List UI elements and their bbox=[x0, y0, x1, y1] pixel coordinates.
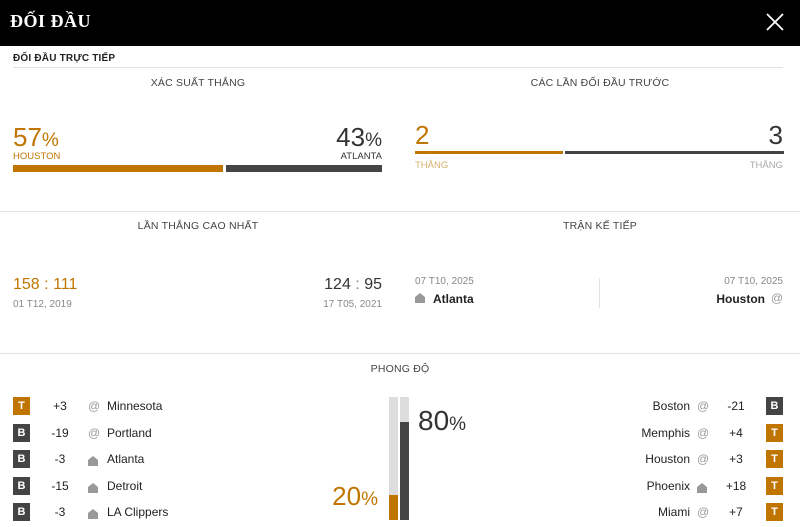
point-diff: -3 bbox=[54, 452, 66, 466]
top-bar: ĐỐI ĐẦU bbox=[0, 0, 800, 46]
away-form-bar bbox=[400, 422, 409, 520]
next-game-left-date: 07 T10, 2025 bbox=[415, 276, 474, 287]
next-game-right-team[interactable]: Houston bbox=[716, 292, 765, 306]
result-badge: B bbox=[766, 397, 783, 415]
home-biggest-win-date: 01 T12, 2019 bbox=[13, 299, 72, 310]
away-win-prob: 43% bbox=[336, 122, 382, 152]
home-icon bbox=[88, 509, 98, 519]
form-team[interactable]: Phoenix bbox=[646, 478, 690, 493]
away-biggest-win-date: 17 T05, 2021 bbox=[323, 299, 382, 310]
point-diff: +3 bbox=[53, 399, 67, 413]
point-diff: -21 bbox=[727, 399, 745, 413]
form-team[interactable]: Detroit bbox=[107, 478, 143, 493]
form-heading: PHONG ĐỘ bbox=[370, 363, 430, 375]
close-icon[interactable] bbox=[764, 11, 786, 33]
point-diff: +7 bbox=[729, 505, 743, 519]
result-badge: T bbox=[766, 503, 783, 521]
result-badge: T bbox=[766, 476, 783, 495]
divider bbox=[0, 211, 800, 212]
home-previous-wins: 2 bbox=[415, 120, 430, 150]
home-form-bar-track bbox=[389, 397, 398, 520]
point-diff: -3 bbox=[54, 505, 66, 519]
page-title: ĐỐI ĐẦU bbox=[10, 11, 92, 31]
home-icon bbox=[697, 482, 707, 493]
away-previous-bar bbox=[565, 151, 784, 154]
away-form-pct: 80% bbox=[418, 405, 467, 436]
result-badge: T bbox=[766, 450, 783, 468]
point-diff: -15 bbox=[51, 478, 69, 493]
home-biggest-win-score: 158 : 111 bbox=[13, 276, 78, 293]
result-badge: T bbox=[13, 397, 30, 415]
previous-heading: CÁC LẦN ĐỐI ĐẦU TRƯỚC bbox=[530, 77, 670, 89]
home-previous-label: THẮNG bbox=[415, 160, 449, 171]
next-game-left-team[interactable]: Atlanta bbox=[433, 292, 474, 306]
result-badge: B bbox=[13, 503, 30, 521]
home-win-prob: 57% bbox=[13, 122, 59, 152]
form-team[interactable]: Atlanta bbox=[107, 452, 145, 466]
away-at-icon: @ bbox=[697, 452, 710, 466]
next-game-right-date: 07 T10, 2025 bbox=[724, 276, 783, 287]
home-icon bbox=[415, 293, 425, 303]
section-label: ĐỐI ĐẦU TRỰC TIẾP bbox=[13, 53, 116, 64]
home-form-bar bbox=[389, 495, 398, 520]
form-team[interactable]: Houston bbox=[645, 452, 690, 466]
result-badge: B bbox=[13, 423, 30, 442]
next-game-heading: TRẬN KẾ TIẾP bbox=[563, 220, 637, 232]
form-team[interactable]: Miami bbox=[658, 505, 690, 519]
away-at-icon: @ bbox=[697, 425, 710, 440]
result-badge: B bbox=[13, 476, 30, 495]
home-icon bbox=[88, 456, 98, 466]
form-team[interactable]: Boston bbox=[652, 399, 690, 413]
away-at-icon: @ bbox=[88, 399, 101, 413]
point-diff: -19 bbox=[51, 425, 69, 440]
point-diff: +4 bbox=[729, 425, 743, 440]
point-diff: +18 bbox=[725, 478, 747, 493]
away-team-label: ATLANTA bbox=[340, 151, 382, 162]
result-badge: T bbox=[766, 423, 783, 442]
home-win-prob-bar bbox=[13, 165, 223, 172]
home-icon bbox=[88, 482, 98, 493]
away-at-icon: @ bbox=[88, 425, 101, 440]
result-badge: B bbox=[13, 450, 30, 468]
away-at-icon: @ bbox=[697, 399, 710, 413]
away-biggest-win-score: 124 : 95 bbox=[324, 276, 382, 293]
win-prob-heading: XÁC SUẤT THẮNG bbox=[150, 77, 246, 89]
home-form-pct: 20% bbox=[332, 481, 378, 511]
away-previous-wins: 3 bbox=[768, 120, 783, 150]
home-previous-bar bbox=[415, 151, 563, 154]
away-previous-label: THẮNG bbox=[749, 160, 783, 171]
divider bbox=[599, 278, 600, 308]
home-team-label: HOUSTON bbox=[13, 151, 61, 162]
divider bbox=[0, 353, 800, 354]
form-team[interactable]: Minnesota bbox=[107, 399, 163, 413]
away-win-prob-bar bbox=[226, 165, 382, 172]
form-team[interactable]: LA Clippers bbox=[107, 505, 169, 519]
away-at-icon: @ bbox=[770, 291, 783, 305]
form-team[interactable]: Portland bbox=[107, 425, 152, 440]
away-at-icon: @ bbox=[697, 505, 710, 519]
biggest-win-heading: LẦN THẮNG CAO NHẤT bbox=[137, 220, 259, 232]
point-diff: +3 bbox=[729, 452, 743, 466]
divider bbox=[13, 67, 783, 68]
form-team[interactable]: Memphis bbox=[641, 425, 690, 440]
